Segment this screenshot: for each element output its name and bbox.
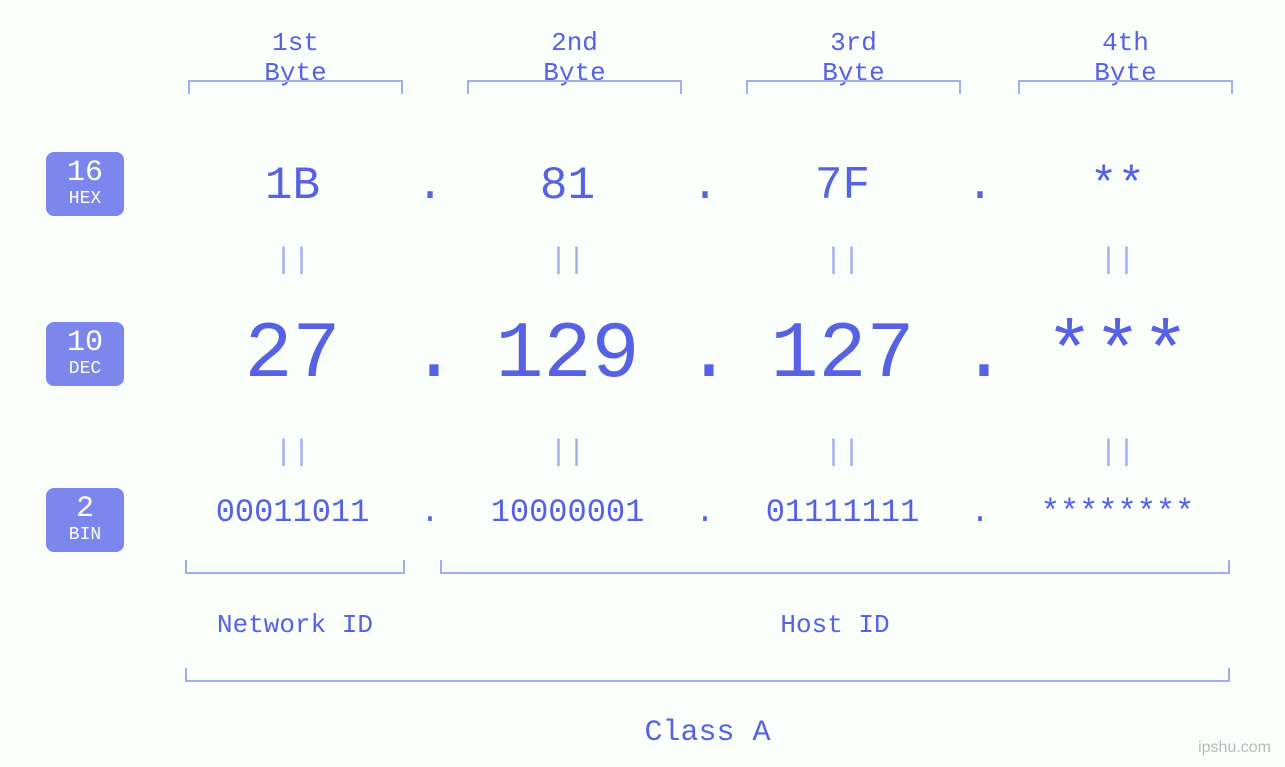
bin-oct-1: 00011011	[175, 494, 410, 531]
ip-diagram: 1st Byte 2nd Byte 3rd Byte 4th Byte 16 H…	[0, 0, 1285, 767]
bracket-class	[185, 668, 1230, 682]
bracket-host	[440, 560, 1230, 574]
badge-bin: 2 BIN	[46, 488, 124, 552]
watermark: ipshu.com	[1198, 739, 1271, 757]
bracket-network	[185, 560, 405, 574]
dec-oct-1: 27	[175, 310, 410, 401]
bin-oct-4: ********	[1000, 494, 1235, 531]
badge-hex: 16 HEX	[46, 152, 124, 216]
class-label: Class A	[185, 716, 1230, 750]
bin-oct-3: 01111111	[725, 494, 960, 531]
hex-oct-4: **	[1000, 160, 1235, 212]
hex-oct-1: 1B	[175, 160, 410, 212]
bin-oct-2: 10000001	[450, 494, 685, 531]
byte-label-1: 1st Byte	[238, 28, 353, 88]
eq-2-4: ||	[1000, 436, 1235, 470]
dec-oct-2: 129	[450, 310, 685, 401]
byte-label-4: 4th Byte	[1068, 28, 1183, 88]
badge-bin-label: BIN	[46, 526, 124, 544]
eq-2-2: ||	[450, 436, 685, 470]
dec-oct-4: ***	[1000, 310, 1235, 401]
dec-row: 27 . 129 . 127 . ***	[175, 310, 1235, 401]
byte-label-2: 2nd Byte	[517, 28, 632, 88]
top-bracket-3	[746, 80, 961, 94]
host-id-label: Host ID	[440, 610, 1230, 640]
bin-dot-1: .	[410, 494, 450, 531]
top-bracket-2	[467, 80, 682, 94]
badge-hex-num: 16	[46, 158, 124, 188]
bin-row: 00011011 . 10000001 . 01111111 . *******…	[175, 494, 1235, 531]
hex-dot-3: .	[960, 160, 1000, 212]
equals-row-1: || || || ||	[175, 244, 1235, 278]
badge-dec-num: 10	[46, 328, 124, 358]
byte-label-3: 3rd Byte	[796, 28, 911, 88]
dec-dot-2: .	[685, 310, 725, 401]
hex-oct-2: 81	[450, 160, 685, 212]
hex-oct-3: 7F	[725, 160, 960, 212]
equals-row-2: || || || ||	[175, 436, 1235, 470]
hex-dot-1: .	[410, 160, 450, 212]
eq-2-3: ||	[725, 436, 960, 470]
bin-dot-2: .	[685, 494, 725, 531]
eq-1-1: ||	[175, 244, 410, 278]
dec-oct-3: 127	[725, 310, 960, 401]
hex-dot-2: .	[685, 160, 725, 212]
badge-dec: 10 DEC	[46, 322, 124, 386]
eq-1-3: ||	[725, 244, 960, 278]
top-bracket-1	[188, 80, 403, 94]
eq-1-4: ||	[1000, 244, 1235, 278]
eq-1-2: ||	[450, 244, 685, 278]
dec-dot-1: .	[410, 310, 450, 401]
eq-2-1: ||	[175, 436, 410, 470]
network-id-label: Network ID	[185, 610, 405, 640]
top-bracket-4	[1018, 80, 1233, 94]
hex-row: 1B . 81 . 7F . **	[175, 160, 1235, 212]
badge-hex-label: HEX	[46, 190, 124, 208]
badge-bin-num: 2	[46, 494, 124, 524]
bin-dot-3: .	[960, 494, 1000, 531]
badge-dec-label: DEC	[46, 360, 124, 378]
dec-dot-3: .	[960, 310, 1000, 401]
